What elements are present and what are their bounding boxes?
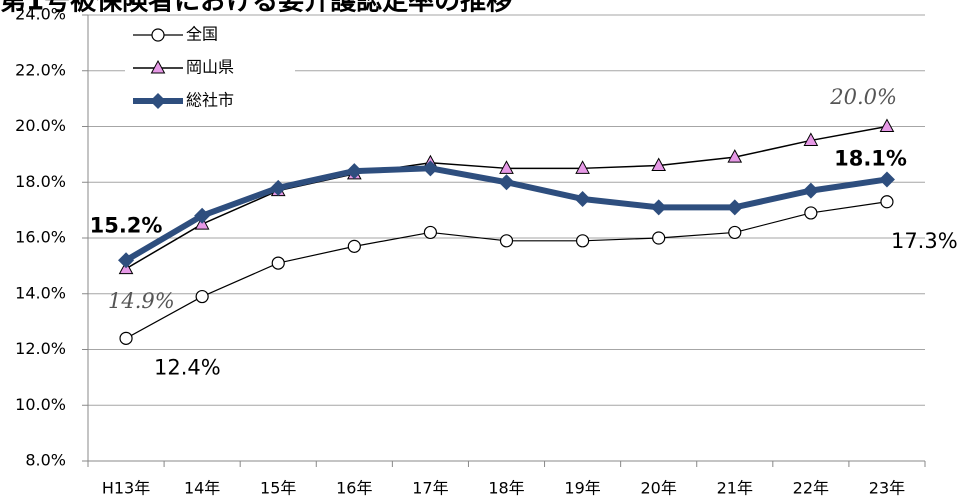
point bbox=[271, 256, 285, 270]
legend-marker bbox=[150, 93, 166, 109]
y-tick-label: 12.0% bbox=[15, 339, 66, 358]
x-tick-label: 20年 bbox=[640, 479, 676, 498]
y-tick-label: 14.0% bbox=[15, 283, 66, 302]
point bbox=[878, 171, 895, 188]
point bbox=[195, 289, 209, 304]
legend-label: 岡山県 bbox=[186, 58, 234, 77]
point bbox=[880, 195, 894, 209]
y-tick-label: 8.0% bbox=[25, 451, 66, 470]
value-label: 14.9% bbox=[108, 289, 175, 313]
y-tick-label: 10.0% bbox=[15, 395, 66, 414]
point bbox=[804, 206, 818, 220]
y-tick-label: 22.0% bbox=[15, 60, 66, 79]
x-tick-label: 19年 bbox=[564, 479, 600, 498]
value-label: 17.3% bbox=[891, 229, 958, 253]
x-tick-label: 15年 bbox=[260, 479, 296, 498]
point bbox=[574, 190, 591, 207]
point bbox=[727, 149, 743, 163]
y-tick-label: 18.0% bbox=[15, 172, 66, 191]
point bbox=[651, 157, 667, 172]
series-line bbox=[125, 201, 888, 339]
value-label: 20.0% bbox=[829, 85, 897, 109]
chart-title: 第1号被保険者における要介護認定率の推移 bbox=[0, 0, 512, 17]
point bbox=[726, 199, 743, 216]
legend-label: 全国 bbox=[186, 25, 218, 44]
point bbox=[499, 160, 514, 174]
legend-label: 総社市 bbox=[186, 91, 234, 110]
point bbox=[802, 182, 819, 199]
point bbox=[423, 225, 438, 240]
point bbox=[728, 225, 742, 240]
point bbox=[270, 179, 287, 196]
point bbox=[575, 234, 590, 248]
x-tick-label: 14年 bbox=[184, 479, 220, 498]
point bbox=[346, 163, 363, 180]
point bbox=[499, 234, 514, 248]
y-tick-label: 16.0% bbox=[15, 228, 66, 247]
point bbox=[422, 160, 439, 177]
point bbox=[652, 231, 666, 245]
y-tick-label: 20.0% bbox=[15, 116, 66, 135]
legend-marker bbox=[150, 59, 166, 74]
y-tick-label: 24.0% bbox=[15, 5, 66, 24]
point bbox=[498, 174, 515, 191]
point bbox=[879, 118, 895, 132]
x-tick-label: 23年 bbox=[869, 479, 905, 498]
point bbox=[118, 252, 135, 269]
point bbox=[803, 132, 819, 146]
point bbox=[575, 160, 590, 174]
x-tick-label: 18年 bbox=[488, 479, 524, 498]
x-tick-label: H13年 bbox=[102, 479, 150, 498]
point bbox=[347, 239, 361, 253]
x-tick-label: 21年 bbox=[717, 479, 753, 498]
legend-marker bbox=[151, 28, 165, 42]
x-tick-label: 22年 bbox=[793, 479, 829, 498]
point bbox=[194, 207, 211, 224]
x-tick-label: 16年 bbox=[336, 479, 372, 498]
value-label: 18.1% bbox=[834, 146, 907, 170]
value-label: 12.4% bbox=[154, 355, 221, 379]
point bbox=[119, 331, 133, 345]
value-label: 15.2% bbox=[90, 213, 163, 237]
x-tick-label: 17年 bbox=[412, 479, 448, 498]
point bbox=[650, 199, 667, 216]
